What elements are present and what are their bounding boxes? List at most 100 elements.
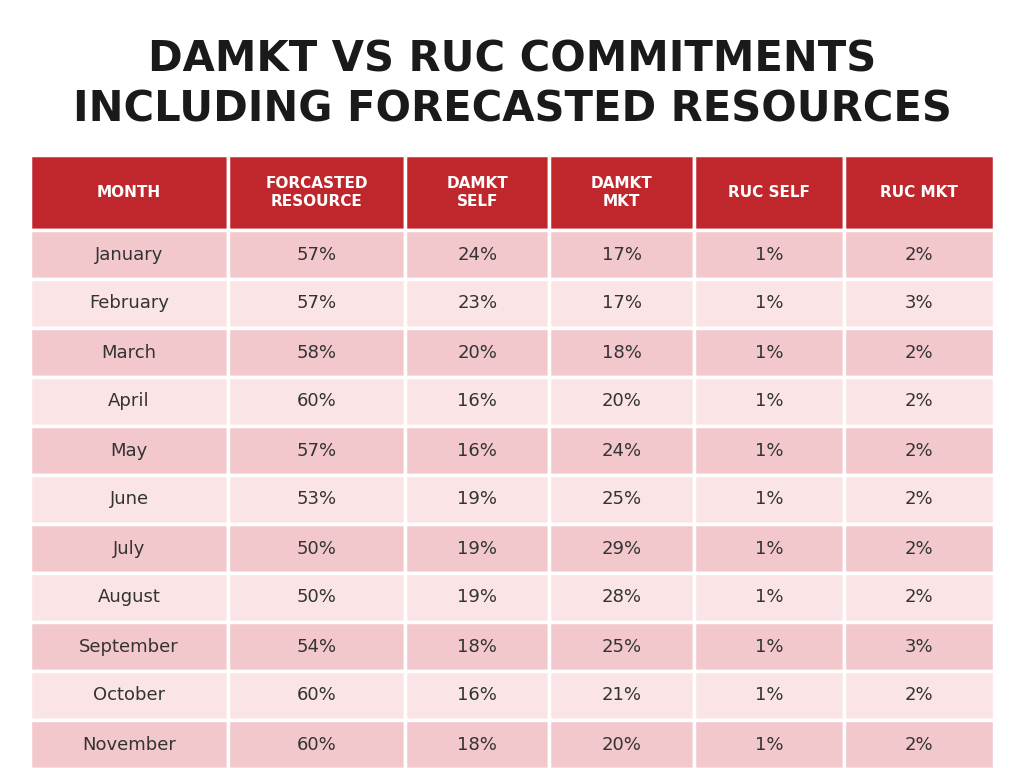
Bar [228, 475, 404, 524]
Text: 21%: 21% [602, 687, 642, 704]
Text: January: January [95, 246, 163, 263]
Text: 18%: 18% [458, 637, 497, 656]
Bar [550, 475, 694, 524]
Text: 28%: 28% [602, 588, 642, 607]
Bar [30, 377, 228, 426]
Text: RUC SELF: RUC SELF [728, 185, 810, 200]
Bar [404, 573, 550, 622]
Bar [844, 426, 994, 475]
Bar [228, 573, 404, 622]
Bar [30, 622, 228, 671]
Bar [694, 573, 844, 622]
Text: 19%: 19% [457, 588, 498, 607]
Text: RUC MKT: RUC MKT [880, 185, 958, 200]
Bar [404, 671, 550, 720]
Text: 60%: 60% [297, 687, 337, 704]
Text: November: November [82, 736, 176, 753]
Bar [228, 155, 404, 230]
Text: 1%: 1% [755, 539, 783, 558]
Text: 2%: 2% [905, 736, 933, 753]
Text: 57%: 57% [297, 246, 337, 263]
Text: September: September [79, 637, 179, 656]
Bar [844, 155, 994, 230]
Bar [550, 524, 694, 573]
Text: 2%: 2% [905, 588, 933, 607]
Bar [550, 377, 694, 426]
Text: INCLUDING FORECASTED RESOURCES: INCLUDING FORECASTED RESOURCES [73, 88, 951, 130]
Bar [550, 279, 694, 328]
Bar [550, 720, 694, 768]
Bar [694, 720, 844, 768]
Bar [694, 377, 844, 426]
Bar [844, 524, 994, 573]
Bar [30, 155, 228, 230]
Bar [404, 622, 550, 671]
Text: 1%: 1% [755, 392, 783, 411]
Text: 23%: 23% [457, 294, 498, 313]
Text: 2%: 2% [905, 539, 933, 558]
Text: 1%: 1% [755, 246, 783, 263]
Bar [228, 524, 404, 573]
Bar [404, 230, 550, 279]
Text: 2%: 2% [905, 246, 933, 263]
Bar [228, 671, 404, 720]
Bar [694, 524, 844, 573]
Text: 60%: 60% [297, 736, 337, 753]
Text: 24%: 24% [602, 442, 642, 459]
Text: February: February [89, 294, 169, 313]
Text: FORCASTED
RESOURCE: FORCASTED RESOURCE [265, 176, 368, 210]
Bar [30, 573, 228, 622]
Bar [404, 377, 550, 426]
Text: 24%: 24% [457, 246, 498, 263]
Text: June: June [110, 491, 148, 508]
Bar [30, 230, 228, 279]
Bar [228, 426, 404, 475]
Bar [844, 475, 994, 524]
Bar [844, 230, 994, 279]
Text: MONTH: MONTH [97, 185, 161, 200]
Bar [404, 328, 550, 377]
Bar [550, 671, 694, 720]
Bar [228, 279, 404, 328]
Text: 1%: 1% [755, 294, 783, 313]
Bar [844, 377, 994, 426]
Text: 54%: 54% [297, 637, 337, 656]
Bar [844, 328, 994, 377]
Text: 1%: 1% [755, 491, 783, 508]
Text: 50%: 50% [297, 539, 337, 558]
Text: 2%: 2% [905, 491, 933, 508]
Bar [404, 426, 550, 475]
Bar [694, 279, 844, 328]
Bar [404, 720, 550, 768]
Text: 3%: 3% [905, 294, 933, 313]
Bar [844, 279, 994, 328]
Bar [694, 671, 844, 720]
Bar [694, 426, 844, 475]
Text: 25%: 25% [602, 637, 642, 656]
Text: 1%: 1% [755, 588, 783, 607]
Bar [404, 279, 550, 328]
Text: 19%: 19% [457, 539, 498, 558]
Bar [844, 671, 994, 720]
Bar [228, 377, 404, 426]
Text: 16%: 16% [458, 687, 497, 704]
Bar [844, 573, 994, 622]
Text: October: October [93, 687, 165, 704]
Bar [228, 622, 404, 671]
Text: May: May [111, 442, 147, 459]
Text: 20%: 20% [602, 392, 642, 411]
Text: 1%: 1% [755, 637, 783, 656]
Bar [30, 524, 228, 573]
Text: 16%: 16% [458, 392, 497, 411]
Text: 25%: 25% [602, 491, 642, 508]
Bar [550, 573, 694, 622]
Text: 20%: 20% [602, 736, 642, 753]
Text: 2%: 2% [905, 392, 933, 411]
Text: 57%: 57% [297, 294, 337, 313]
Bar [694, 155, 844, 230]
Text: 19%: 19% [457, 491, 498, 508]
Text: DAMKT VS RUC COMMITMENTS: DAMKT VS RUC COMMITMENTS [147, 38, 877, 80]
Bar [30, 720, 228, 768]
Bar [694, 475, 844, 524]
Text: 58%: 58% [297, 343, 337, 362]
